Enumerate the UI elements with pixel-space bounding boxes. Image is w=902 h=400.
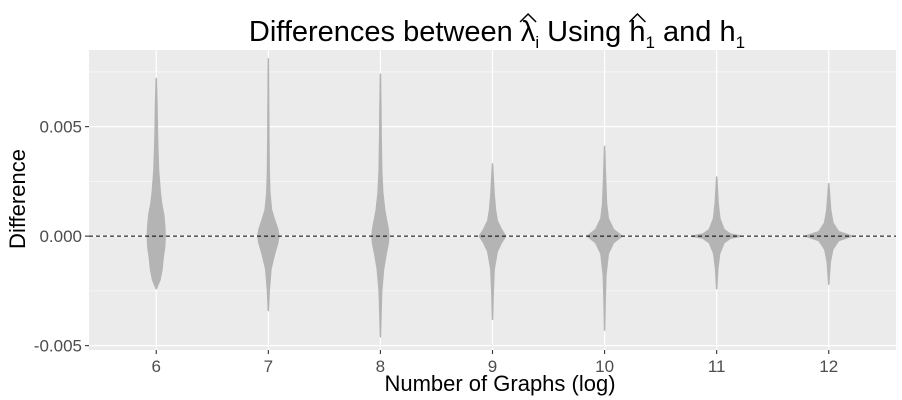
title-and: and xyxy=(655,16,720,48)
title-lambda: λ xyxy=(521,16,536,48)
y-tick-label: 0.005 xyxy=(39,118,82,137)
y-axis-title: Difference xyxy=(5,149,30,249)
violin-11 xyxy=(691,176,742,290)
violin-7 xyxy=(257,58,280,312)
violin-8 xyxy=(371,73,390,338)
violin-12 xyxy=(804,182,853,286)
y-tick-label: -0.005 xyxy=(34,337,82,356)
x-axis-title: Number of Graphs (log) xyxy=(384,371,615,396)
title-h-hat: h xyxy=(629,16,645,48)
plot-panel xyxy=(85,50,896,354)
title-h-plain-subscript: 1 xyxy=(736,33,745,52)
y-tick-label: 0.000 xyxy=(39,227,82,246)
title-middle: Using xyxy=(539,16,629,48)
violin-10 xyxy=(586,145,623,332)
chart-title: Differences between λi Using h1 and h1 xyxy=(249,16,745,52)
title-h-hat-subscript: 1 xyxy=(646,33,655,52)
title-prefix: Differences between xyxy=(249,16,521,48)
x-tick-label: 7 xyxy=(264,357,273,376)
title-h-plain: h xyxy=(719,16,735,48)
x-tick-label: 6 xyxy=(152,357,161,376)
x-tick-label: 8 xyxy=(376,357,385,376)
x-tick-label: 11 xyxy=(708,357,726,376)
title-lambda-hat-icon xyxy=(519,12,537,23)
x-tick-label: 12 xyxy=(819,357,838,376)
title-h-hat-icon xyxy=(628,12,646,23)
violin-9 xyxy=(478,163,507,321)
x-tick-label: 9 xyxy=(488,357,497,376)
title-lambda-subscript: i xyxy=(535,33,539,52)
x-tick-label: 10 xyxy=(595,357,614,376)
